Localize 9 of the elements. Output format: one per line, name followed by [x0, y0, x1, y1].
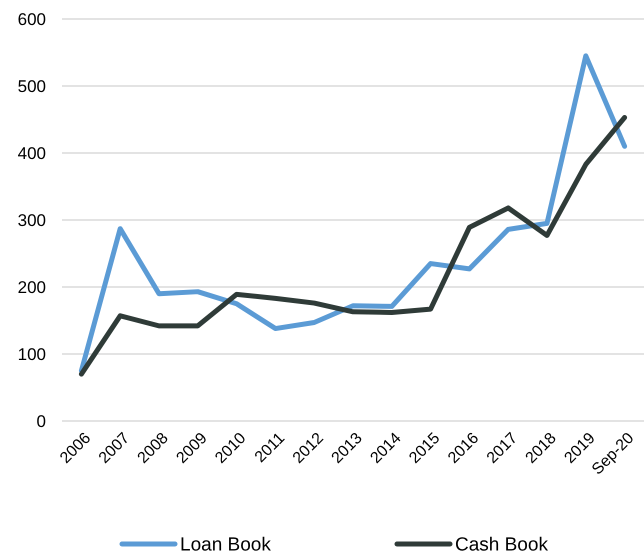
y-tick-label: 200: [18, 278, 46, 297]
legend-label: Loan Book: [180, 534, 272, 556]
y-tick-label: 500: [18, 76, 46, 96]
y-tick-label: 600: [18, 10, 46, 29]
y-tick-label: 0: [36, 412, 46, 431]
legend-label: Cash Book: [455, 534, 548, 556]
y-tick-label: 300: [18, 210, 46, 230]
y-tick-label: 400: [18, 144, 46, 163]
y-tick-label: 100: [18, 344, 46, 364]
